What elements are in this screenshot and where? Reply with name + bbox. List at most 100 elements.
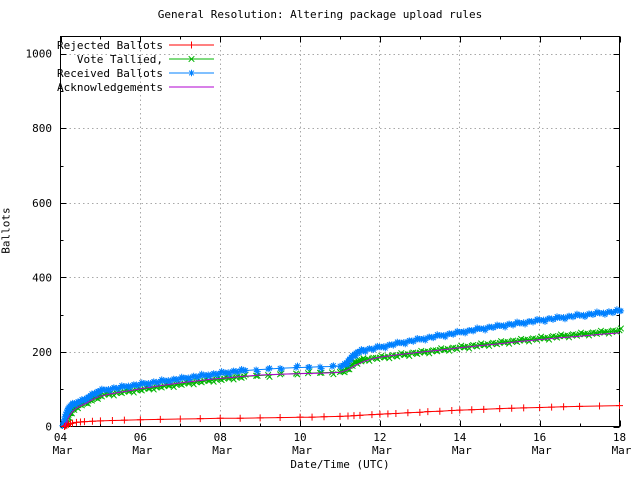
series-marker: [294, 371, 301, 378]
series-marker: [561, 315, 569, 323]
x-tick-label-month: Mar: [132, 444, 152, 457]
series-marker: [82, 397, 90, 405]
series-marker: [238, 365, 245, 373]
x-tick-label-day: 12: [373, 431, 386, 444]
y-tick-label: 1000: [26, 48, 53, 61]
series-marker: [456, 406, 464, 414]
series-marker: [489, 324, 497, 332]
series-marker: [520, 404, 528, 412]
legend-label: Vote Tallied,: [77, 53, 163, 66]
series-marker: [589, 311, 597, 318]
series-marker: [120, 416, 128, 424]
series-marker: [521, 321, 529, 328]
series-marker: [501, 339, 509, 346]
series-marker: [178, 373, 185, 381]
series-marker: [318, 365, 325, 372]
x-tick-label-day: 06: [134, 431, 147, 444]
legend-label: Acknowledgements: [57, 81, 163, 94]
series-marker: [126, 384, 133, 391]
series-marker: [593, 308, 601, 315]
x-tick-label-month: Mar: [612, 444, 632, 457]
series-marker: [218, 368, 225, 375]
series-marker: [529, 319, 537, 326]
x-tick-label-day: 08: [214, 431, 227, 444]
series-marker: [374, 342, 381, 350]
series-marker: [390, 342, 397, 349]
series-marker: [188, 55, 195, 63]
series-marker: [368, 411, 376, 419]
series-marker: [150, 378, 157, 385]
series-marker: [134, 382, 141, 389]
y-tick-label: 800: [32, 122, 52, 135]
series-marker: [306, 364, 313, 371]
series-marker: [569, 313, 577, 321]
series-marker: [154, 379, 161, 387]
series-marker: [496, 405, 504, 413]
series-marker: [468, 406, 476, 414]
series-marker: [108, 417, 116, 425]
series-marker: [505, 320, 513, 328]
series-marker: [501, 324, 509, 331]
series-marker: [216, 414, 224, 422]
series-marker: [122, 383, 129, 390]
series-marker: [156, 415, 164, 423]
series-marker: [136, 416, 144, 424]
series-marker: [234, 369, 241, 376]
series-marker: [63, 411, 71, 419]
series-marker: [430, 334, 437, 342]
series-marker: [596, 402, 604, 410]
series-marker: [521, 336, 529, 344]
series-marker: [166, 378, 173, 386]
series-marker: [457, 328, 465, 336]
series-marker: [236, 414, 244, 422]
x-tick-label-day: 04: [54, 431, 68, 444]
x-tick-label-month: Mar: [372, 444, 392, 457]
series-marker: [190, 372, 197, 380]
series-marker: [517, 320, 525, 327]
series-marker: [508, 404, 516, 412]
series-marker: [402, 351, 409, 358]
series-marker: [356, 349, 363, 357]
series-marker: [376, 410, 384, 418]
series-marker: [424, 408, 432, 416]
x-tick-label-month: Mar: [53, 444, 73, 457]
series-marker: [278, 366, 285, 373]
series-marker: [66, 407, 73, 414]
series-marker: [68, 419, 76, 427]
series-marker: [98, 385, 106, 393]
series-marker: [450, 331, 457, 338]
series-marker: [92, 391, 100, 399]
series-marker: [63, 421, 71, 429]
series-marker: [186, 376, 193, 383]
series-marker: [541, 318, 549, 325]
series-marker: [308, 413, 316, 421]
series-marker: [394, 338, 401, 346]
series-marker: [573, 310, 581, 318]
series-marker: [86, 394, 94, 402]
series-marker: [404, 409, 412, 417]
series-marker: [350, 412, 358, 420]
series-marker: [617, 307, 625, 315]
chart-title: General Resolution: Altering package upl…: [157, 8, 483, 21]
series-marker: [461, 330, 469, 337]
series-marker: [146, 381, 153, 389]
series-marker: [188, 41, 195, 49]
series-marker: [96, 417, 104, 425]
series-marker: [214, 371, 221, 379]
series-marker: [616, 402, 623, 410]
series-marker: [266, 364, 273, 372]
series-marker: [198, 370, 205, 378]
series-marker: [344, 412, 352, 420]
series-marker: [513, 318, 521, 325]
series-marker: [402, 340, 409, 348]
series-marker: [356, 411, 364, 419]
legend-label: Rejected Ballots: [57, 39, 163, 52]
series-marker: [362, 348, 369, 356]
series-marker: [174, 376, 181, 384]
series-marker: [509, 322, 517, 329]
series-marker: [80, 418, 88, 426]
series-marker: [196, 415, 204, 423]
x-tick-label-day: 18: [613, 431, 626, 444]
